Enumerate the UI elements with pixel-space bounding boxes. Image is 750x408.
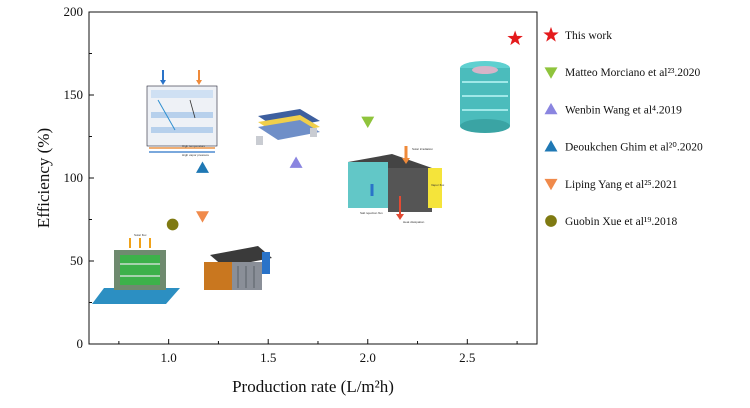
legend-label: Guobin Xue et al¹⁹.2018 (565, 216, 677, 228)
inset-multistage-tower-render (460, 61, 510, 133)
y-tick-label: 200 (64, 4, 84, 19)
inset-label-vapor-flux: Vapor flux (431, 183, 445, 187)
inset-vertical-fin-evaporator-render: Solar irradiation Salt rejection flux He… (348, 146, 445, 224)
inset-layered-evaporator-diagram: High temperature High vapor pressure (146, 70, 218, 157)
y-tick-label: 50 (70, 253, 83, 268)
legend-label: This work (565, 30, 612, 42)
legend-label: Liping Yang et al²⁵.2021 (565, 179, 678, 191)
legend-label: Matteo Morciano et al²³.2020 (565, 67, 701, 79)
data-point-circle (166, 218, 179, 231)
data-point-star (507, 30, 523, 46)
inset-stacked-panel-render (256, 109, 320, 145)
legend-marker-triangle-down (544, 67, 558, 79)
y-tick-label: 100 (64, 170, 84, 185)
inset-label-high-temperature: High temperature (182, 144, 206, 148)
legend-marker-triangle-up (544, 140, 558, 152)
legend-label: Deoukchen Ghim et al²⁰.2020 (565, 142, 703, 154)
x-tick-label: 1.5 (260, 350, 276, 365)
inset-label-heat-dissipation: Heat dissipation (403, 220, 425, 224)
legend-marker-circle (545, 215, 557, 227)
y-axis-ticks: 0 50 100 150 200 (64, 4, 94, 351)
y-tick-label: 150 (64, 87, 84, 102)
y-axis-title: Efficiency (%) (34, 128, 53, 228)
inset-label-solar-irradiation: Solar irradiation (412, 147, 433, 151)
legend-marker-star (543, 26, 559, 42)
x-tick-label: 2.5 (459, 350, 475, 365)
inset-label-high-vapor-pressure: High vapor pressure (182, 153, 209, 157)
inset-label-salt-rejection-flux: Salt rejection flux (360, 211, 383, 215)
legend-marker-triangle-up (544, 102, 558, 115)
data-point-triangle-down (195, 211, 209, 223)
y-tick-label: 0 (77, 336, 84, 351)
legend-label: Wenbin Wang et al⁴.2019 (565, 104, 682, 116)
data-point-triangle-up (289, 156, 303, 168)
x-axis-title: Production rate (L/m²h) (232, 377, 394, 396)
x-tick-label: 1.0 (161, 350, 177, 365)
legend-marker-triangle-down (544, 178, 558, 191)
legend: This work Matteo Morciano et al²³.2020 Wen… (543, 26, 703, 228)
data-point-triangle-up (195, 161, 209, 173)
data-point-triangle-down (361, 116, 375, 129)
x-tick-label: 2.0 (360, 350, 376, 365)
data-markers (166, 30, 523, 231)
inset-tilted-membrane-stack-render: Solar flux (92, 233, 180, 304)
inset-label-solar-flux: Solar flux (134, 233, 147, 237)
x-axis-ticks: 1.0 1.5 2.0 2.5 (118, 339, 518, 365)
inset-folded-evaporator-render (204, 246, 272, 290)
